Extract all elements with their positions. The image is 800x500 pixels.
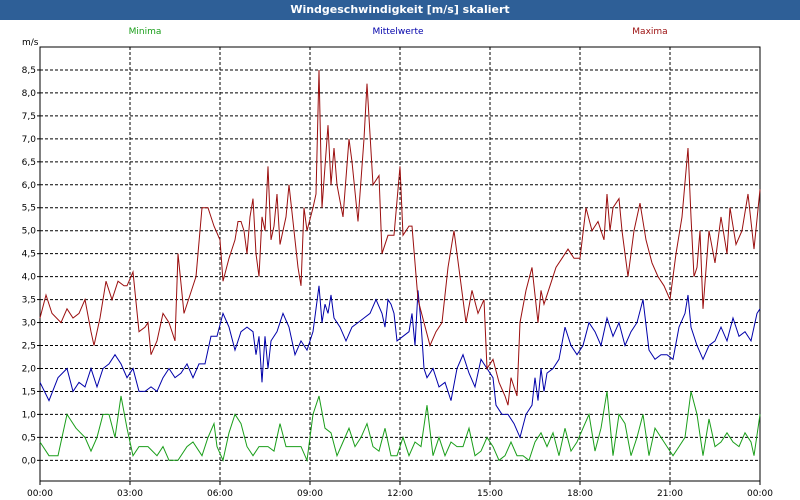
x-tick-label-time: 03:00 bbox=[117, 489, 143, 499]
grid-lines bbox=[40, 47, 760, 481]
series-line-minima bbox=[39, 391, 761, 463]
x-tick-label-time: 00:00 bbox=[27, 489, 53, 499]
x-tick-label-time: 12:00 bbox=[387, 489, 413, 499]
y-tick-label: 0,5 bbox=[22, 433, 36, 443]
legend-entry-minima: Minima bbox=[129, 27, 162, 37]
y-axis: 0,0 0,5 1,0 1,5 2,0 2,5 3,0 3,5 4,0 4,5 5,0 5,5 6,0 6… bbox=[22, 66, 40, 466]
y-tick-label: 8,0 bbox=[22, 89, 37, 99]
legend: Minima Mittelwerte Maxima bbox=[129, 27, 668, 37]
series-line-mittelwerte bbox=[39, 285, 761, 439]
x-tick-label-time: 00:00 bbox=[747, 489, 773, 499]
y-tick-label: 7,5 bbox=[22, 112, 36, 122]
y-tick-label: 1,0 bbox=[22, 410, 37, 420]
y-tick-label: 4,0 bbox=[22, 273, 37, 283]
y-tick-label: 5,5 bbox=[22, 204, 36, 214]
y-tick-label: 2,0 bbox=[22, 364, 37, 374]
y-tick-label: 0,0 bbox=[22, 456, 37, 466]
x-tick-label-time: 06:00 bbox=[207, 489, 233, 499]
series-lines bbox=[39, 69, 761, 463]
wind-speed-chart: 0,0 0,5 1,0 1,5 2,0 2,5 3,0 3,5 4,0 4,5 5,0 5,5 6,0 6… bbox=[22, 27, 774, 499]
y-tick-label: 1,5 bbox=[22, 387, 36, 397]
x-tick-label-time: 21:00 bbox=[657, 489, 683, 499]
y-tick-label: 8,5 bbox=[22, 66, 36, 76]
y-tick-label: 6,0 bbox=[22, 181, 37, 191]
x-tick-label-time: 18:00 bbox=[567, 489, 593, 499]
x-tick-label-time: 09:00 bbox=[297, 489, 323, 499]
y-tick-label: 4,5 bbox=[22, 250, 36, 260]
y-tick-label: 2,5 bbox=[22, 342, 36, 352]
y-tick-label: 5,0 bbox=[22, 227, 37, 237]
x-tick-label-time: 15:00 bbox=[477, 489, 503, 499]
y-axis-unit: m/s bbox=[22, 38, 39, 48]
legend-entry-mittelwerte: Mittelwerte bbox=[372, 27, 423, 37]
x-axis: 00:0006.01.2303:0006.01.2306:0006.01.230… bbox=[27, 481, 773, 499]
y-tick-label: 7,0 bbox=[22, 135, 37, 145]
series-line-maxima bbox=[39, 69, 761, 406]
y-tick-label: 3,5 bbox=[22, 296, 36, 306]
chart-title: Windgeschwindigkeit [m/s] skaliert bbox=[0, 0, 800, 20]
legend-entry-maxima: Maxima bbox=[632, 27, 667, 37]
y-tick-label: 3,0 bbox=[22, 319, 37, 329]
y-tick-label: 6,5 bbox=[22, 158, 36, 168]
